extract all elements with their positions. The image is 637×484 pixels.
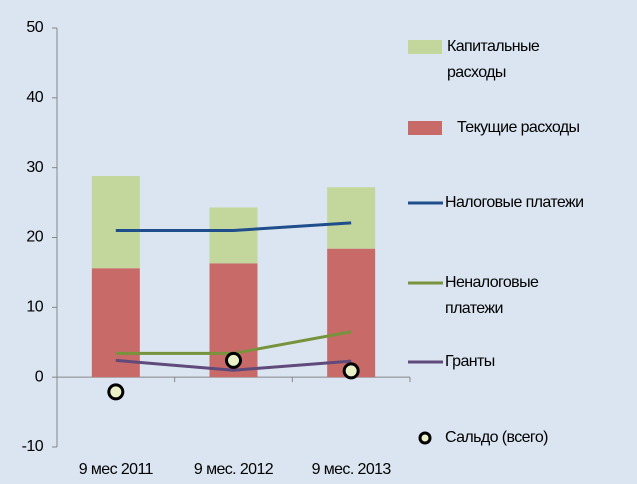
line	[115, 358, 352, 372]
legend-swatch	[408, 40, 442, 54]
y-tick-label: -10	[22, 438, 44, 455]
y-tick-label: 20	[26, 229, 43, 246]
bar	[327, 187, 376, 249]
legend-marker	[418, 431, 432, 445]
legend-label: Гранты	[445, 353, 495, 370]
legend-label: Налоговые платежи	[445, 194, 584, 211]
legend-label: Сальдо (всего)	[445, 429, 548, 446]
point	[342, 362, 360, 380]
y-tick-label: 40	[26, 89, 43, 106]
bar	[209, 207, 258, 264]
point	[225, 351, 242, 369]
y-tick-label: 0	[35, 368, 44, 385]
y-tick-label: 30	[26, 159, 43, 176]
point	[107, 383, 125, 401]
legend-label: Капитальные расходы	[447, 38, 540, 81]
y-tick-label: 10	[26, 299, 43, 316]
legend-label: Текущие расходы	[457, 119, 580, 136]
bar	[327, 248, 376, 378]
x-tick-label: 9 мес. 2013	[312, 461, 392, 478]
bar	[91, 176, 140, 269]
line	[115, 221, 352, 233]
bar	[91, 268, 140, 378]
legend-label: Неналоговые платежи	[445, 274, 539, 317]
x-tick-label: 9 мес. 2012	[194, 461, 274, 478]
y-tick-label: 50	[26, 19, 43, 36]
legend-swatch	[408, 121, 442, 135]
x-tick-label: 9 мес 2011	[79, 461, 154, 478]
